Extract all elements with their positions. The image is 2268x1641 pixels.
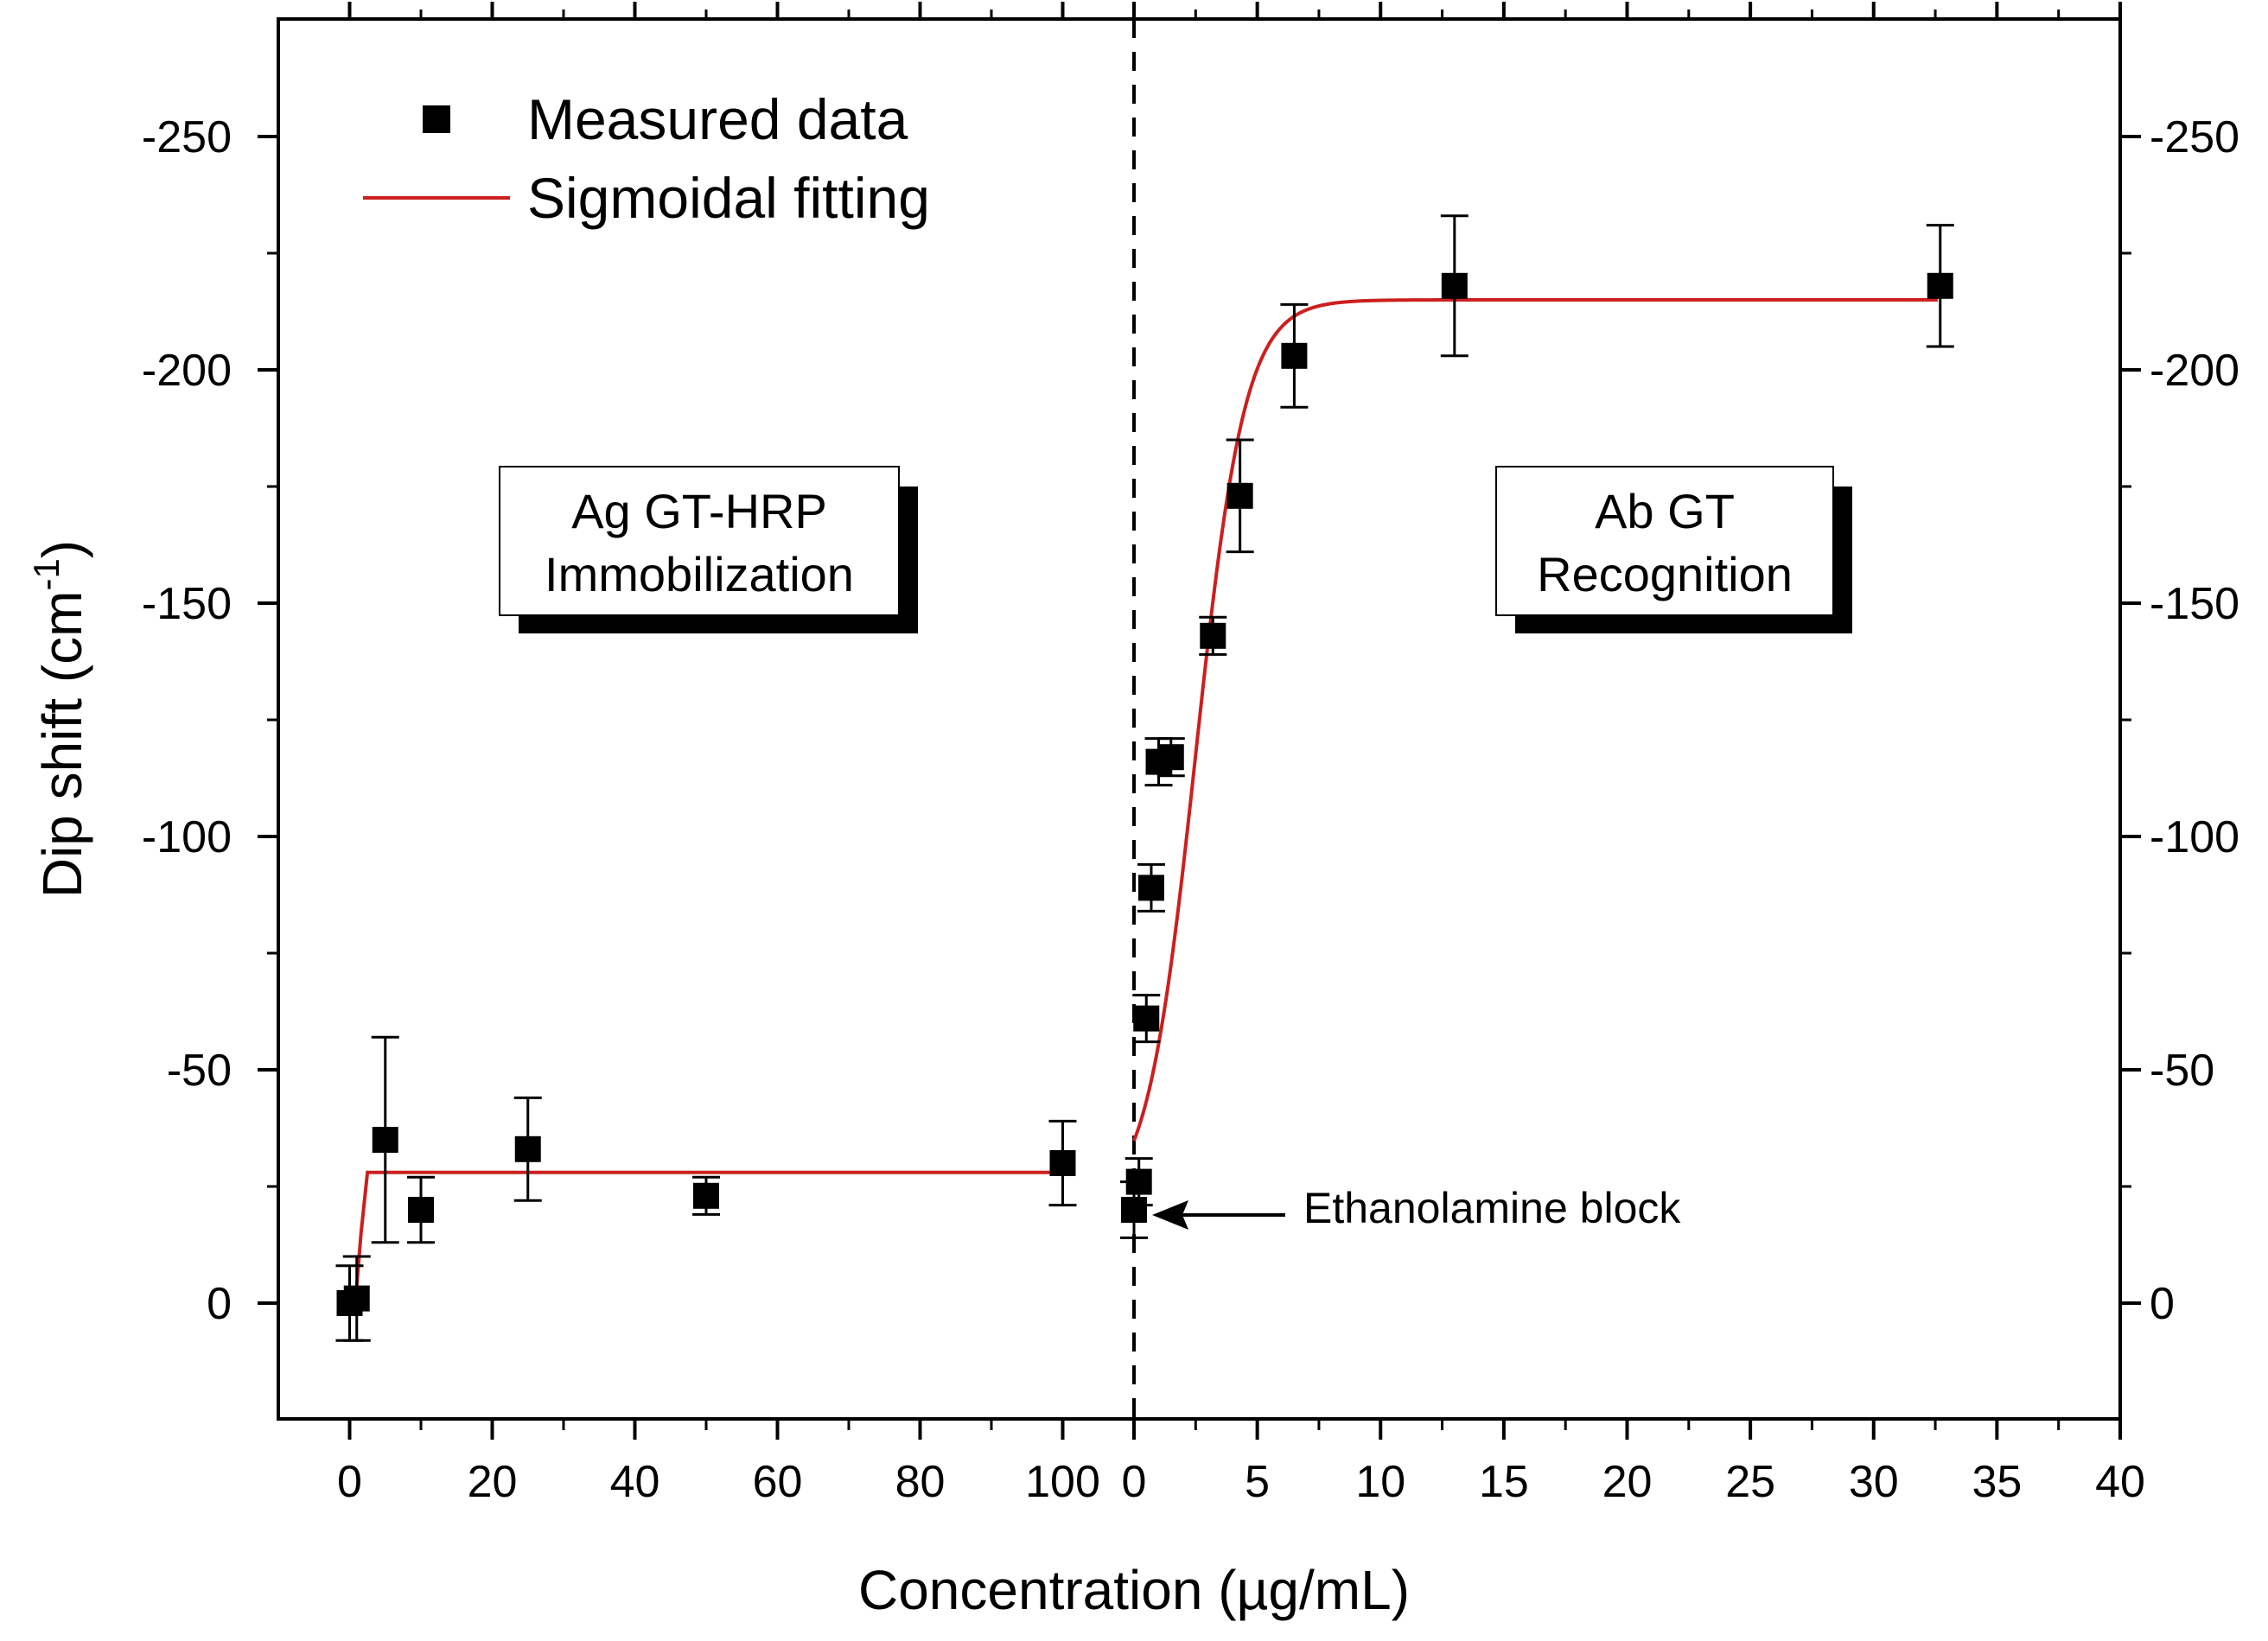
x-tick-label: 20: [1602, 1457, 1653, 1507]
y-tick-label-right: 0: [2150, 1279, 2175, 1329]
legend-label-measured: Measured data: [527, 87, 908, 151]
recognition-box-frame: [1495, 466, 1834, 616]
data-point: [1133, 1005, 1160, 1032]
y-tick-label-left: -50: [167, 1046, 232, 1096]
y-tick-label-right: -100: [2150, 812, 2239, 862]
data-point: [372, 1127, 398, 1153]
data-point: [1049, 1150, 1076, 1176]
x-tick-label: 0: [1122, 1457, 1147, 1507]
data-point: [1137, 875, 1164, 901]
y-tick-label-left: -200: [142, 346, 232, 396]
x-tick-label: 15: [1479, 1457, 1529, 1507]
annotation-label: Ethanolamine block: [1303, 1184, 1681, 1232]
data-point: [1200, 622, 1226, 649]
data-point: [514, 1135, 541, 1162]
x-tick-label: 5: [1245, 1457, 1270, 1507]
y-axis-title-close: ): [31, 540, 93, 558]
recognition-box-line-1: Ab GT: [1595, 484, 1735, 538]
points-layer: [335, 214, 1954, 1342]
x-tick-label: 80: [895, 1457, 946, 1507]
x-tick-label: 30: [1849, 1457, 1899, 1507]
x-tick-label: 40: [2095, 1457, 2145, 1507]
data-point: [408, 1197, 434, 1223]
fit-layer: [349, 298, 1938, 1305]
data-point: [1281, 342, 1308, 369]
immobilization-box-line-2: Immobilization: [545, 547, 854, 601]
y-tick-label-right: -200: [2150, 346, 2239, 396]
y-tick-label-right: -50: [2150, 1046, 2214, 1096]
y-tick-label-left: 0: [207, 1279, 232, 1329]
data-point: [1125, 1168, 1152, 1195]
x-axis-title: Concentration (µg/mL): [858, 1559, 1410, 1621]
data-point: [1121, 1197, 1147, 1223]
x-tick-label: 60: [753, 1457, 803, 1507]
legend-marker-measured: [423, 105, 450, 133]
immobilization-box-line-1: Ag GT-HRP: [571, 484, 827, 538]
ethanolamine-annotation: Ethanolamine block: [1152, 1184, 1681, 1232]
y-tick-label-left: -150: [142, 579, 232, 629]
recognition-box: Ab GT Recognition: [1495, 466, 1852, 633]
data-point: [1226, 482, 1253, 509]
data-point: [693, 1182, 719, 1209]
x-tick-label: 10: [1355, 1457, 1405, 1507]
legend-label-fit: Sigmoidal fitting: [527, 166, 930, 230]
y-axis-title-superscript: -1: [26, 558, 67, 590]
ticks-layer: 0 0 -50 -50 -100 -100 -150 -150 -200 -200 -250 -250…: [142, 2, 2239, 1507]
y-tick-label-left: -100: [142, 812, 232, 862]
y-tick-label-right: -150: [2150, 579, 2239, 629]
y-tick-label-right: -250: [2150, 112, 2239, 162]
immobilization-box: Ag GT-HRP Immobilization: [499, 466, 918, 633]
annotation-arrowhead: [1152, 1200, 1188, 1230]
y-axis-title-main: Dip shift (cm: [31, 591, 93, 899]
y-axis-title: Dip shift (cm-1): [26, 540, 93, 898]
x-tick-label: 100: [1025, 1457, 1100, 1507]
x-tick-label: 40: [610, 1457, 660, 1507]
x-tick-label: 0: [337, 1457, 362, 1507]
data-point: [1927, 272, 1953, 299]
immobilization-box-frame: [499, 466, 900, 616]
legend: Measured data Sigmoidal fitting: [363, 87, 930, 230]
data-point: [343, 1285, 370, 1312]
y-tick-label-left: -250: [142, 112, 232, 162]
x-tick-label: 35: [1972, 1457, 2022, 1507]
fit-curve-recognition: [1132, 298, 1938, 1142]
x-tick-label: 25: [1725, 1457, 1775, 1507]
recognition-box-line-2: Recognition: [1537, 547, 1793, 601]
data-point: [1157, 744, 1184, 771]
data-point: [1441, 272, 1468, 299]
x-tick-label: 20: [468, 1457, 518, 1507]
